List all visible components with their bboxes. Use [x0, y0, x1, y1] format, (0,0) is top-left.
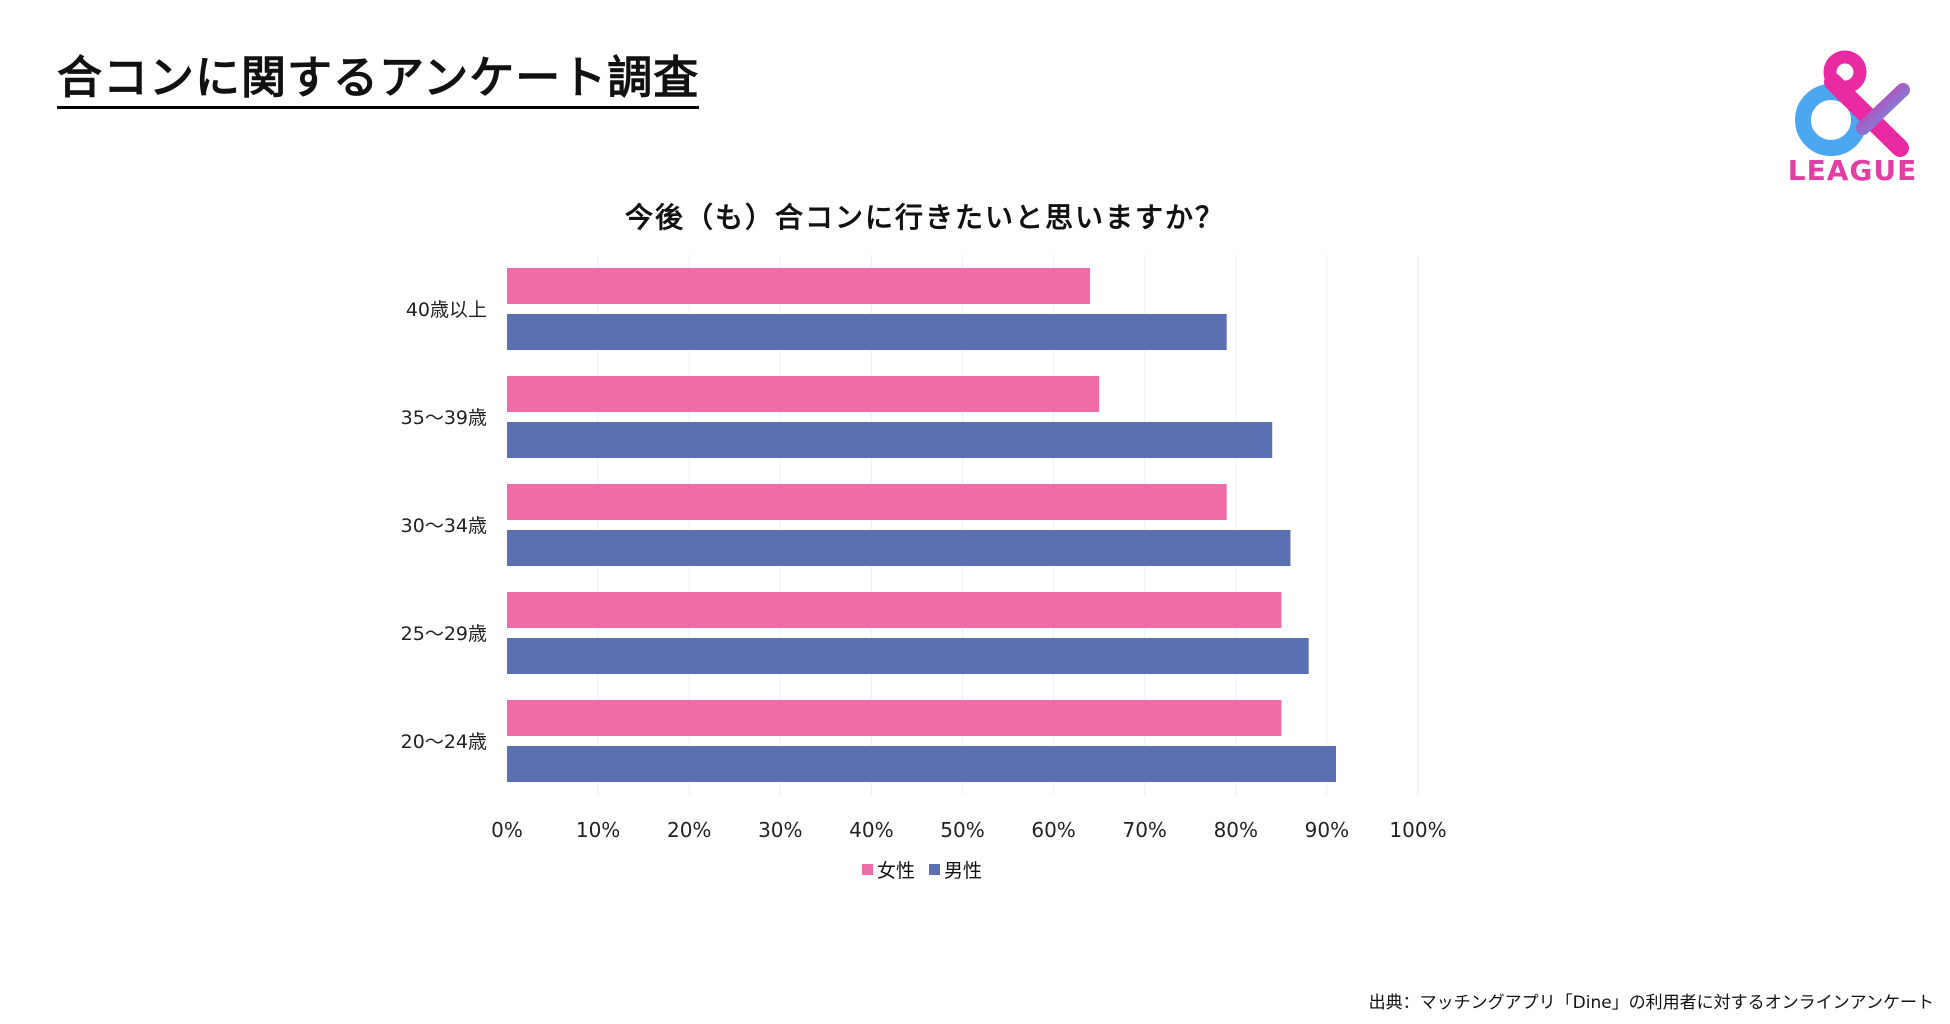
x-tick-label: 70%: [1122, 818, 1166, 842]
bar-male: [507, 314, 1227, 350]
bar-male: [507, 746, 1337, 782]
legend-label-male: 男性: [944, 860, 983, 882]
bar-female: [507, 376, 1100, 412]
chart-title: 今後（も）合コンに行きたいと思いますか？: [624, 201, 1225, 234]
x-tick-label: 10%: [576, 818, 620, 842]
bar-female: [507, 268, 1091, 304]
x-tick-label: 0%: [491, 818, 523, 842]
chart-legend: 女性 男性: [862, 856, 982, 883]
source-note: 出典：マッチングアプリ「Dine」の利用者に対するオンラインアンケート: [1368, 993, 1934, 1013]
legend-label-female: 女性: [877, 860, 916, 882]
x-tick-label: 30%: [758, 818, 802, 842]
category-label: 20〜24歳: [401, 731, 487, 753]
category-label: 35〜39歳: [401, 407, 487, 429]
ampersand-icon: [1795, 50, 1910, 157]
x-tick-label: 100%: [1389, 818, 1446, 842]
bar-male: [507, 530, 1291, 566]
bar-male: [507, 422, 1273, 458]
bar-female: [507, 700, 1282, 736]
x-tick-label: 90%: [1305, 818, 1349, 842]
bar-female: [507, 592, 1282, 628]
category-label: 40歳以上: [406, 299, 487, 321]
category-label: 25〜29歳: [401, 623, 487, 645]
page-title: 合コンに関するアンケート調査: [57, 52, 700, 109]
x-tick-label: 80%: [1214, 818, 1258, 842]
legend-item-female: 女性: [862, 856, 915, 883]
x-tick-label: 20%: [667, 818, 711, 842]
category-label: 30〜34歳: [401, 515, 487, 537]
legend-swatch-female: [862, 864, 873, 875]
legend-item-male: 男性: [929, 856, 982, 883]
x-tick-label: 50%: [940, 818, 984, 842]
league-logo: LEAGUE: [1775, 50, 1930, 190]
legend-swatch-male: [929, 864, 941, 875]
logo-text: LEAGUE: [1787, 154, 1918, 187]
x-tick-label: 40%: [849, 818, 893, 842]
bar-female: [507, 484, 1227, 520]
x-tick-label: 60%: [1031, 818, 1075, 842]
bar-male: [507, 638, 1309, 674]
